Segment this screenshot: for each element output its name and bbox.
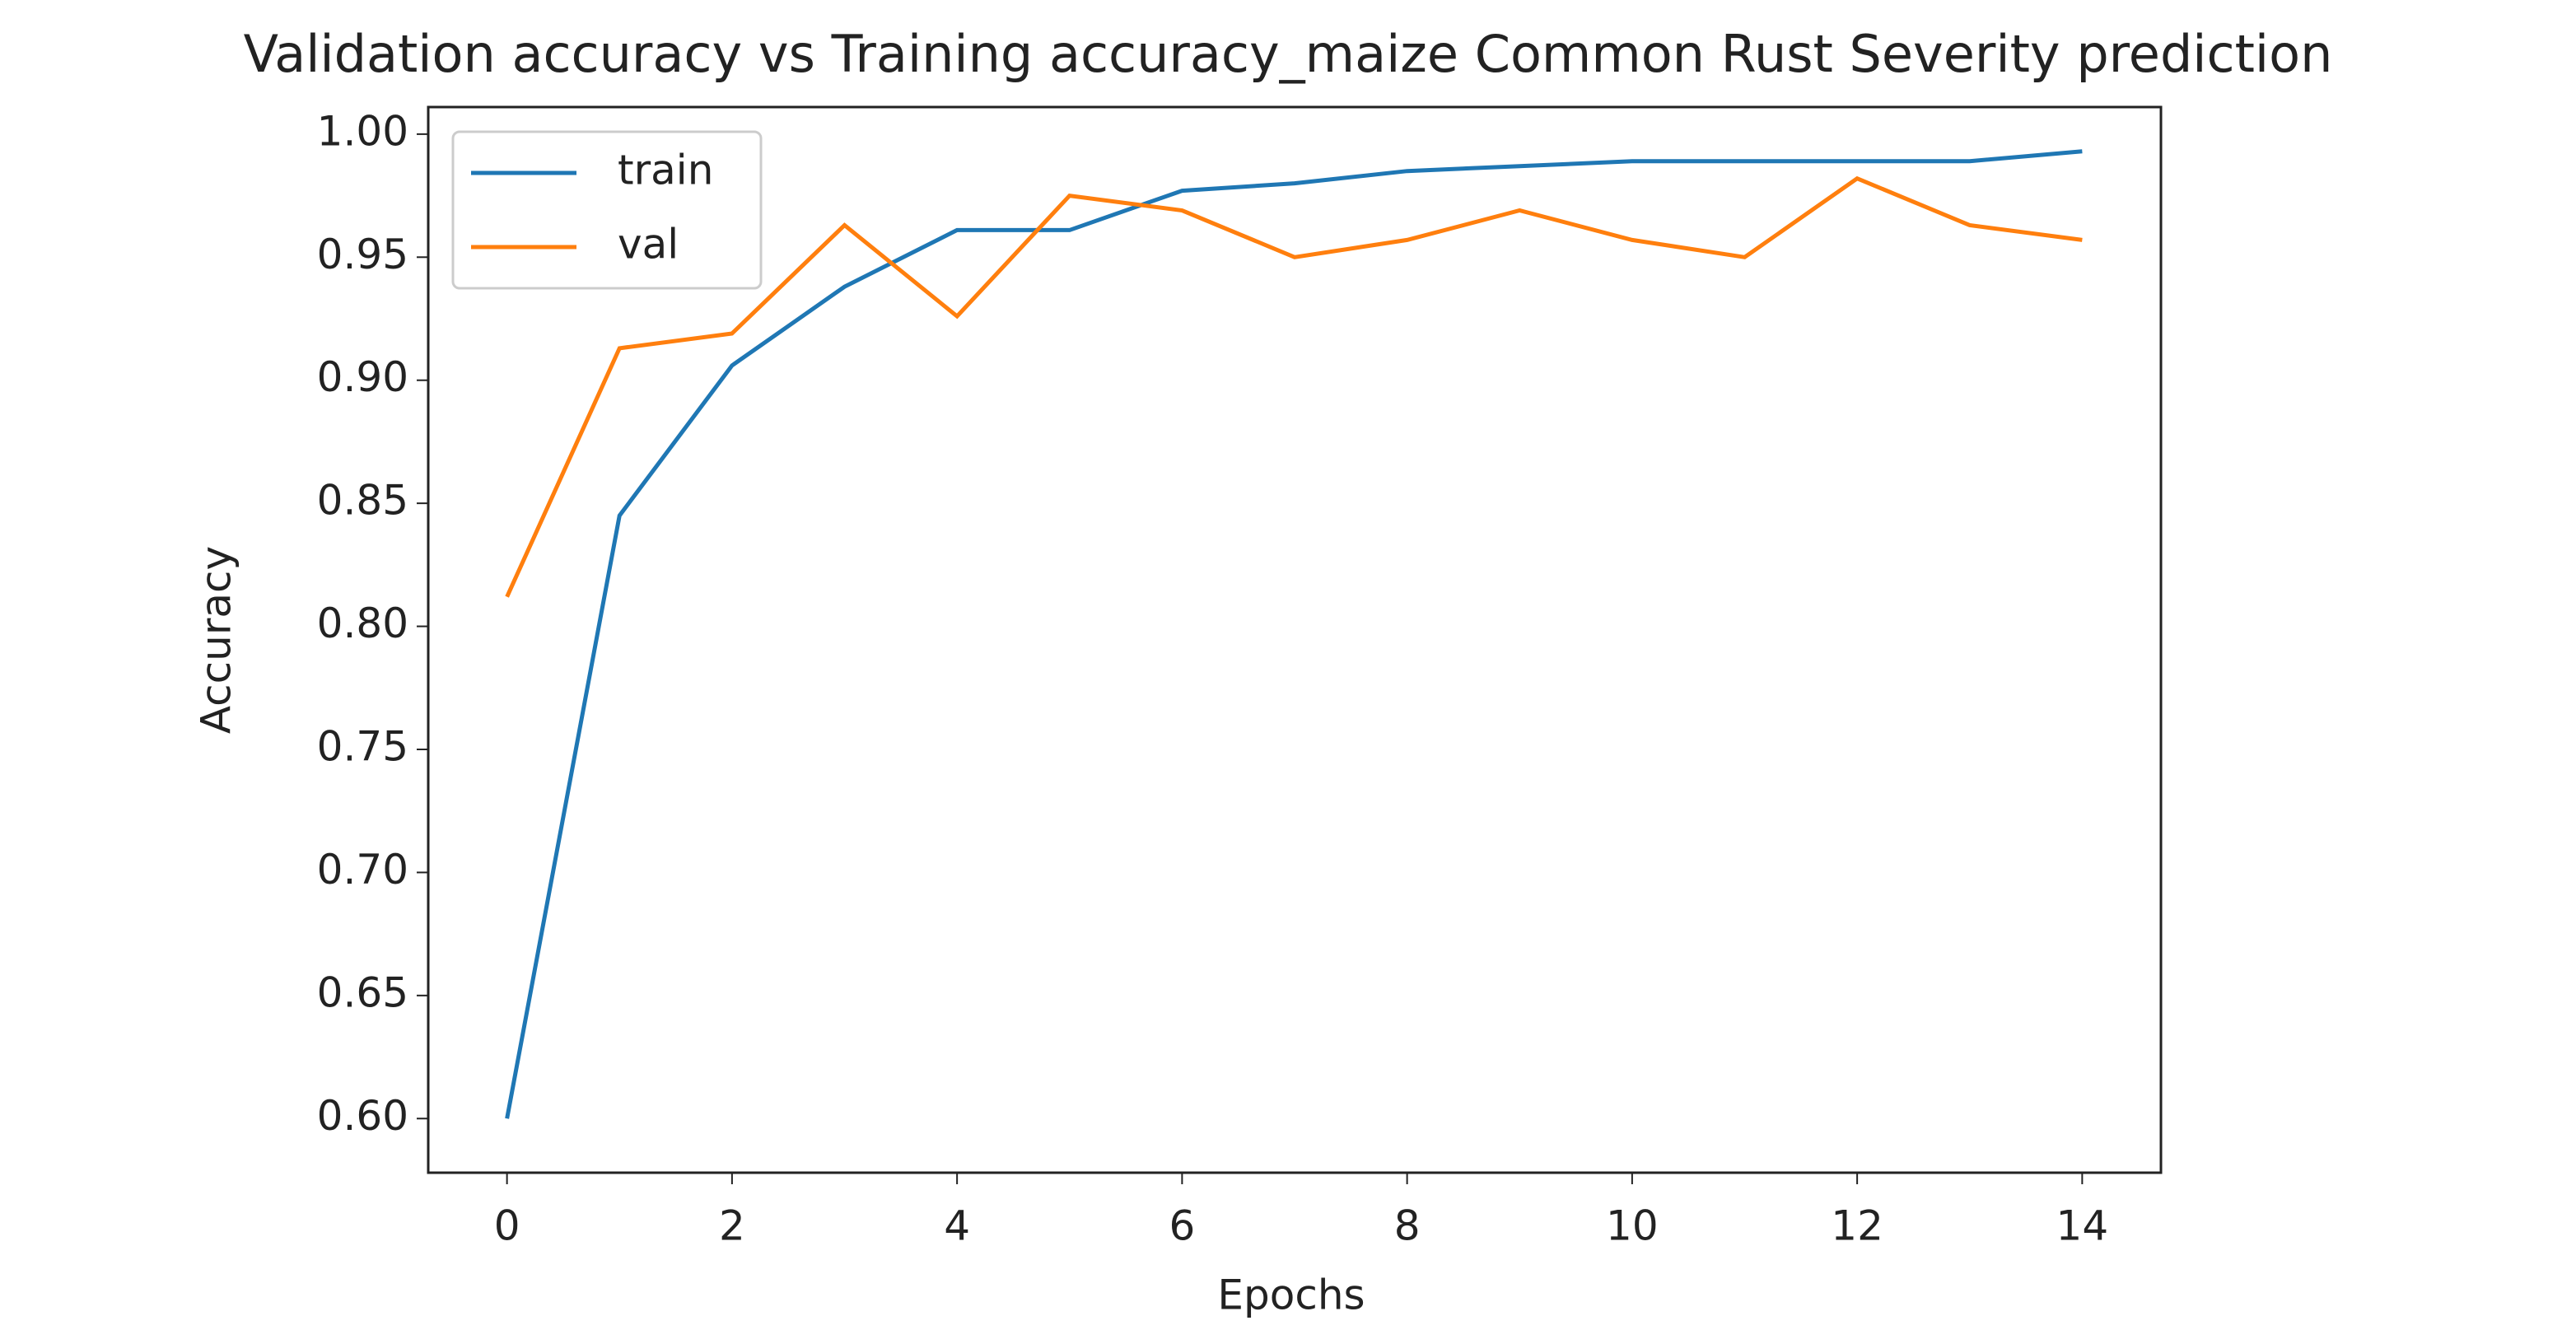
x-tick-label: 10 [1606,1202,1659,1250]
y-axis-label: Accuracy [193,546,240,734]
y-tick-label: 0.70 [317,846,408,894]
y-tick-label: 0.75 [317,722,408,770]
y-tick-label: 0.60 [317,1092,408,1140]
x-tick-label: 2 [719,1202,745,1250]
x-tick-label: 14 [2056,1202,2109,1250]
y-tick-label: 0.95 [317,231,408,278]
y-tick-label: 0.65 [317,968,408,1016]
legend-label: train [618,147,713,194]
y-tick-label: 0.90 [317,353,408,401]
x-tick-label: 8 [1394,1202,1421,1250]
line-series [505,175,2083,598]
x-tick-label: 6 [1169,1202,1195,1250]
x-axis-label: Epochs [1217,1272,1365,1319]
legend-box [451,130,763,290]
x-tick-label: 0 [494,1202,520,1250]
plot-frame [427,105,2163,1174]
y-tick-label: 1.00 [317,107,408,155]
legend-label: val [618,221,679,268]
y-tick-label: 0.85 [317,477,408,525]
y-tick-label: 0.80 [317,600,408,647]
x-tick-label: 4 [944,1202,970,1250]
line-series [505,149,2083,1119]
chart-title: Validation accuracy vs Training accuracy… [244,24,2333,84]
x-tick-label: 12 [1831,1202,1883,1250]
